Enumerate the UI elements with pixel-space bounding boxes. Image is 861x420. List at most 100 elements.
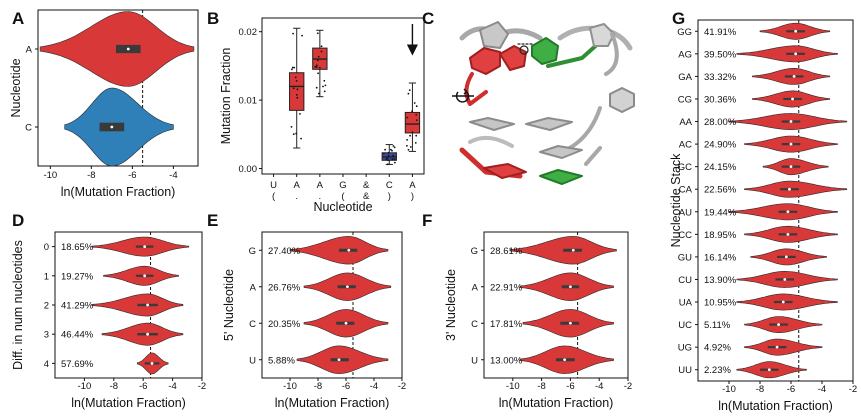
panel-c-structure-illustration [452, 21, 635, 185]
percent-label-a: 26.76% [268, 282, 301, 293]
panel-a-violin-chart: A C -10 -8 -6 -4 ln(Mutation Fraction) Nucleoti… [9, 9, 199, 199]
violin-median-ag [794, 52, 798, 56]
percent-label-c: 20.35% [268, 319, 301, 330]
panel-label-d: D [12, 211, 24, 230]
percent-label-uu: 2.23% [704, 365, 731, 376]
axes-frame [483, 231, 629, 379]
y-tick-label-ac: AC [679, 140, 692, 151]
x-axis-label: ln(Mutation Fraction) [275, 396, 390, 410]
violin-median-ac [789, 142, 793, 146]
box-point [320, 45, 323, 48]
x-tick-label: -10 [283, 381, 297, 392]
x-tick-base-label: U [270, 180, 277, 191]
box-point [317, 59, 319, 62]
y-tick-label-gu: GU [678, 252, 692, 263]
violin-median-3 [146, 332, 150, 336]
x-tick-label: -2 [849, 384, 857, 395]
rotation-icon [452, 88, 474, 103]
violin-median-ug [775, 345, 779, 349]
percent-label-gu: 16.14% [704, 252, 737, 263]
panel-e-violin-chart: G 27.40% A 26.76% C 20.35% U 5.88% -10 -8 -6 -4 -2 ln… [222, 231, 406, 410]
y-tick-label-u: U [249, 355, 256, 366]
box-point [411, 110, 413, 113]
box-point [295, 94, 298, 96]
box-point [292, 133, 295, 136]
y-tick-label-c: C [25, 123, 32, 134]
panel-d-violin-chart: 0 18.65% 1 19.27% 2 41.29% 3 46.44% 4 57.69% -10 -8… [11, 231, 206, 410]
x-tick-base-label: A [294, 180, 301, 191]
box-point [382, 152, 385, 155]
violin-ac [744, 135, 838, 153]
y-tick-label-ua: UA [679, 298, 693, 309]
percent-label-cg: 30.36% [704, 94, 737, 105]
box-point [415, 134, 418, 137]
violin-median-uu [767, 368, 771, 372]
box-point [392, 145, 395, 147]
y-tick-label-ga: GA [678, 72, 692, 83]
x-tick-label: -4 [169, 170, 177, 181]
box-point [415, 113, 418, 116]
x-tick-label: -10 [506, 381, 520, 392]
box-1 [289, 27, 305, 149]
violin-c [303, 309, 389, 338]
violin-cg [752, 90, 831, 108]
violin-median-a [346, 285, 349, 289]
box-point [295, 132, 297, 135]
axes-frame [261, 231, 403, 379]
x-tick-structure-label: . [295, 191, 298, 202]
violin-cu [736, 270, 838, 288]
x-tick-structure-label: . [319, 191, 322, 202]
x-tick-label: -10 [78, 381, 92, 392]
box-point [320, 50, 323, 53]
percent-label-ua: 10.95% [704, 298, 737, 309]
violin-u [519, 345, 614, 374]
box-point [385, 158, 388, 161]
violin-median-a [126, 47, 130, 51]
y-tick-label-uu: UU [678, 365, 692, 376]
box-point [413, 102, 416, 104]
violin-median-4 [150, 362, 154, 365]
y-tick-label-g: G [471, 246, 478, 257]
violin-median-ua [781, 300, 785, 304]
y-tick-label-gc: GC [678, 162, 692, 173]
box-point [296, 88, 299, 91]
x-tick-structure-label: & [363, 191, 370, 202]
box-point [315, 66, 318, 68]
violin-aa [728, 113, 848, 131]
x-axis-label: ln(Mutation Fraction) [499, 396, 614, 410]
violin-median-cc [786, 232, 790, 236]
box-point [295, 80, 298, 82]
y-tick-label-1: 1 [44, 271, 49, 282]
box-point [300, 137, 302, 140]
violin-median-cg [791, 97, 794, 101]
violin-median-1 [143, 274, 147, 278]
violin-median-a [569, 285, 572, 289]
box-point [407, 148, 410, 151]
panel-label-g: G [672, 9, 685, 28]
box-point [409, 146, 412, 148]
violin-gc [762, 158, 829, 176]
violin-median-gg [794, 29, 798, 33]
box-point [415, 119, 418, 122]
violin-median-0 [143, 245, 147, 249]
box-point [292, 32, 294, 35]
violin-ag [736, 45, 838, 63]
box-point [411, 131, 414, 134]
panel-b-box-chart: 0.000.010.02U(A.A.G(&&C)A)NucleotideMuta… [219, 17, 425, 214]
percent-label-ug: 4.92% [704, 343, 731, 354]
x-axis-label: ln(Mutation Fraction) [61, 185, 176, 199]
violin-3 [101, 322, 184, 346]
violin-g [509, 236, 617, 265]
box-point [386, 163, 389, 166]
percent-label-ca: 22.56% [704, 185, 737, 196]
violin-g [289, 236, 389, 265]
box-point [316, 32, 319, 35]
x-tick-label: -2 [624, 381, 632, 392]
y-tick-label-gg: GG [677, 27, 692, 38]
panel-label-a: A [12, 9, 24, 28]
violin-gg [759, 22, 831, 40]
box-6 [404, 82, 421, 152]
violin-a [519, 272, 614, 301]
x-axis-label: ln(Mutation Fraction) [718, 399, 833, 413]
violin-uu [736, 361, 807, 379]
